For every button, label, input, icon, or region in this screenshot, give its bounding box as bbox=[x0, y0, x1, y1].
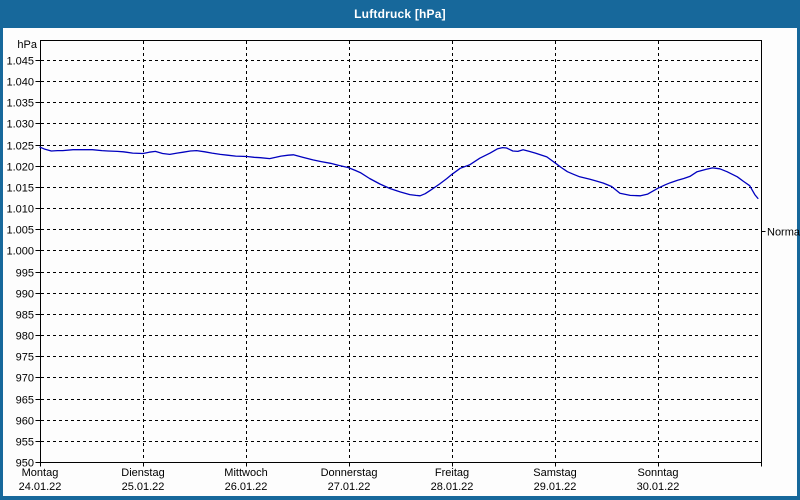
svg-text:965: 965 bbox=[16, 395, 34, 407]
svg-text:hPa: hPa bbox=[17, 39, 37, 51]
svg-text:Normal: Normal bbox=[767, 226, 800, 238]
plot-border bbox=[40, 40, 762, 463]
svg-text:Samstag: Samstag bbox=[533, 467, 576, 479]
svg-text:975: 975 bbox=[16, 352, 34, 364]
window-title: Luftdruck [hPa] bbox=[354, 7, 446, 21]
svg-text:970: 970 bbox=[16, 373, 34, 385]
svg-text:Donnerstag: Donnerstag bbox=[321, 467, 378, 479]
normal-marker: Normal bbox=[761, 226, 800, 238]
x-axis-labels: Montag 24.01.22 Dienstag 25.01.22 Mittwoch 26… bbox=[19, 467, 680, 493]
svg-text:1.020: 1.020 bbox=[6, 162, 34, 174]
svg-text:1.045: 1.045 bbox=[6, 56, 34, 68]
axis-ticks bbox=[35, 60, 762, 467]
svg-text:24.01.22: 24.01.22 bbox=[19, 481, 62, 493]
title-bar: Luftdruck [hPa] bbox=[0, 0, 800, 28]
svg-text:30.01.22: 30.01.22 bbox=[637, 481, 680, 493]
svg-text:29.01.22: 29.01.22 bbox=[534, 481, 577, 493]
svg-text:1.005: 1.005 bbox=[6, 225, 34, 237]
y-axis-unit-label: hPa bbox=[17, 39, 37, 51]
svg-text:985: 985 bbox=[16, 310, 34, 322]
svg-text:1.025: 1.025 bbox=[6, 141, 34, 153]
svg-text:26.01.22: 26.01.22 bbox=[225, 481, 268, 493]
svg-text:1.015: 1.015 bbox=[6, 183, 34, 195]
svg-text:995: 995 bbox=[16, 268, 34, 280]
svg-text:28.01.22: 28.01.22 bbox=[431, 481, 474, 493]
svg-text:Sonntag: Sonntag bbox=[638, 467, 679, 479]
svg-text:1.030: 1.030 bbox=[6, 119, 34, 131]
svg-text:980: 980 bbox=[16, 331, 34, 343]
svg-text:1.035: 1.035 bbox=[6, 98, 34, 110]
svg-text:990: 990 bbox=[16, 289, 34, 301]
svg-text:27.01.22: 27.01.22 bbox=[328, 481, 371, 493]
x-grid bbox=[143, 41, 659, 461]
chart-area bbox=[3, 28, 797, 496]
svg-text:1.010: 1.010 bbox=[6, 204, 34, 216]
pressure-line bbox=[39, 146, 759, 200]
svg-text:950: 950 bbox=[16, 458, 34, 470]
svg-text:960: 960 bbox=[16, 416, 34, 428]
svg-text:Mittwoch: Mittwoch bbox=[224, 467, 267, 479]
y-axis-labels: 1.045 1.040 1.035 1.030 1.025 1.020 1.015 1.010… bbox=[6, 56, 34, 470]
svg-text:1.000: 1.000 bbox=[6, 246, 34, 258]
svg-text:Freitag: Freitag bbox=[435, 467, 469, 479]
svg-text:955: 955 bbox=[16, 437, 34, 449]
svg-text:Dienstag: Dienstag bbox=[121, 467, 164, 479]
y-grid bbox=[41, 60, 760, 442]
svg-text:1.040: 1.040 bbox=[6, 77, 34, 89]
svg-text:25.01.22: 25.01.22 bbox=[122, 481, 165, 493]
svg-text:Montag: Montag bbox=[22, 467, 59, 479]
